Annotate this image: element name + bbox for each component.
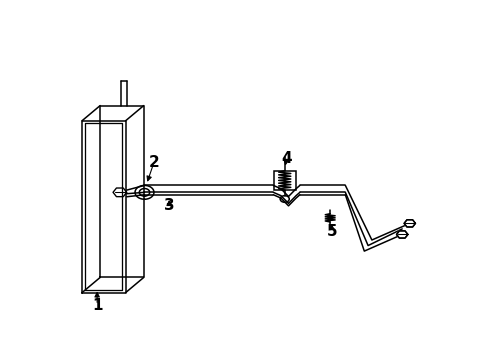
Text: 1: 1 [92, 298, 102, 312]
Bar [273, 171, 295, 190]
Polygon shape [396, 231, 407, 238]
Text: 4: 4 [281, 151, 291, 166]
Text: 5: 5 [326, 224, 337, 239]
Text: 3: 3 [163, 198, 174, 213]
Text: 2: 2 [148, 155, 159, 170]
Polygon shape [403, 220, 415, 227]
